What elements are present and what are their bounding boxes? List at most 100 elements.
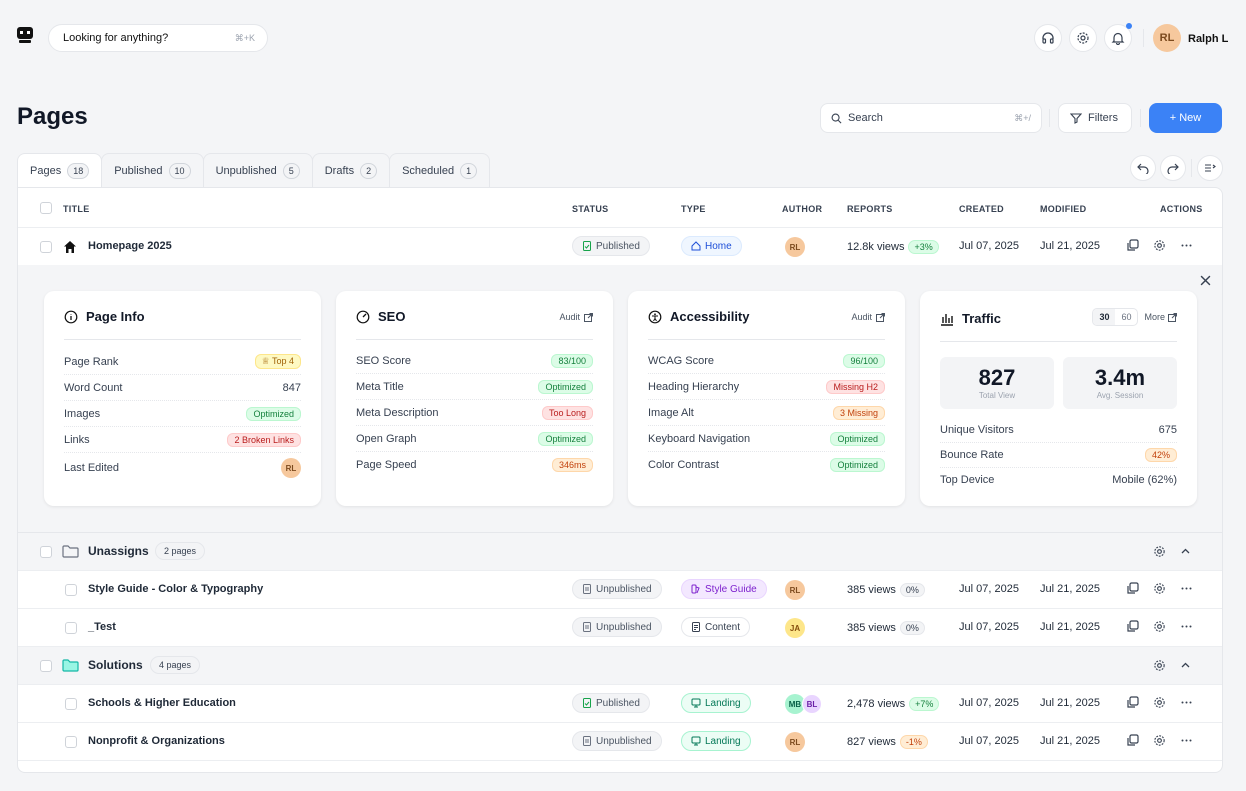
row-checkbox[interactable] xyxy=(65,698,77,710)
traffic-card: Traffic 30 60 More 827 Total View 3.4m Avg… xyxy=(920,291,1197,506)
author-avatar[interactable]: RL xyxy=(785,732,805,752)
col-status[interactable]: STATUS xyxy=(572,204,609,214)
range-60[interactable]: 60 xyxy=(1121,312,1132,322)
pages-search-placeholder: Search xyxy=(848,112,883,124)
search-icon xyxy=(831,113,842,123)
table-row[interactable]: Nonprofit & Organizations Unpublished La… xyxy=(18,723,1222,761)
trend-chip: 0% xyxy=(899,583,925,597)
row-title[interactable]: Nonprofit & Organizations xyxy=(88,735,225,747)
copy-icon[interactable] xyxy=(1126,582,1139,595)
author-avatar[interactable]: MB xyxy=(785,694,805,714)
settings-gear-icon[interactable] xyxy=(1069,24,1097,52)
col-modified[interactable]: MODIFIED xyxy=(1040,204,1087,214)
created-date: Jul 07, 2025 xyxy=(959,697,1019,709)
redo-icon[interactable] xyxy=(1160,155,1186,181)
traffic-more-link[interactable]: More xyxy=(1144,312,1177,322)
tab-drafts[interactable]: Drafts 2 xyxy=(311,153,391,187)
author-avatar[interactable]: JA xyxy=(785,618,805,638)
global-search[interactable]: Looking for anything? ⌘+K xyxy=(48,24,268,52)
filters-button[interactable]: Filters xyxy=(1058,103,1132,133)
user-avatar[interactable]: RL xyxy=(1153,24,1181,52)
chevron-up-icon[interactable] xyxy=(1180,660,1191,671)
robot-logo-icon[interactable] xyxy=(14,24,36,46)
close-icon[interactable] xyxy=(1200,275,1211,286)
group-checkbox[interactable] xyxy=(40,660,52,672)
columns-icon[interactable] xyxy=(1197,155,1223,181)
undo-icon[interactable] xyxy=(1130,155,1156,181)
row-title[interactable]: _Test xyxy=(88,621,116,633)
copy-icon[interactable] xyxy=(1126,696,1139,709)
tab-pages[interactable]: Pages 18 xyxy=(17,153,103,187)
gear-icon[interactable] xyxy=(1153,620,1166,633)
tab-scheduled[interactable]: Scheduled 1 xyxy=(389,153,491,187)
copy-icon[interactable] xyxy=(1126,734,1139,747)
select-all-checkbox[interactable] xyxy=(40,202,52,214)
author-avatar[interactable]: RL xyxy=(785,237,805,257)
avg-session-stat: 3.4m Avg. Session xyxy=(1063,357,1177,409)
row-title[interactable]: Style Guide - Color & Typography xyxy=(88,583,264,595)
gear-icon[interactable] xyxy=(1153,734,1166,747)
more-icon[interactable] xyxy=(1180,620,1193,633)
row-title[interactable]: Schools & Higher Education xyxy=(88,697,236,709)
col-created[interactable]: CREATED xyxy=(959,204,1004,214)
divider xyxy=(1049,109,1050,127)
author-avatar-2[interactable]: BL xyxy=(802,694,822,714)
row-checkbox[interactable] xyxy=(65,584,77,596)
gear-icon[interactable] xyxy=(1153,239,1166,252)
author-avatar[interactable]: RL xyxy=(785,580,805,600)
group-checkbox[interactable] xyxy=(40,546,52,558)
editor-avatar[interactable]: RL xyxy=(281,458,301,478)
seo-audit-link[interactable]: Audit xyxy=(559,312,593,322)
more-label: More xyxy=(1144,312,1165,322)
col-title[interactable]: TITLE xyxy=(63,204,90,214)
tab-published[interactable]: Published 10 xyxy=(101,153,204,187)
table-row[interactable]: Style Guide - Color & Typography Unpubli… xyxy=(18,571,1222,609)
info-label: Images xyxy=(64,407,101,420)
card-title: SEO xyxy=(356,309,405,324)
accessibility-audit-link[interactable]: Audit xyxy=(851,312,885,322)
col-actions: ACTIONS xyxy=(1160,204,1203,214)
col-type[interactable]: TYPE xyxy=(681,204,706,214)
chevron-up-icon[interactable] xyxy=(1180,546,1191,557)
more-icon[interactable] xyxy=(1180,734,1193,747)
total-view-label: Total View xyxy=(978,391,1016,400)
table-row[interactable]: Homepage 2025 Published Home RL 12.8k vi… xyxy=(18,228,1222,266)
modified-date: Jul 21, 2025 xyxy=(1040,583,1100,595)
pages-search-input[interactable]: Search ⌘+/ xyxy=(820,103,1042,133)
report-views: 12.8k views +3% xyxy=(847,240,939,254)
row-actions xyxy=(1126,696,1193,709)
new-page-button[interactable]: + New xyxy=(1149,103,1222,133)
tab-unpublished[interactable]: Unpublished 5 xyxy=(202,153,313,187)
a11y-label: Color Contrast xyxy=(648,459,719,471)
divider xyxy=(1140,109,1141,127)
range-30[interactable]: 30 xyxy=(1093,309,1116,325)
user-name[interactable]: Ralph L xyxy=(1188,33,1229,45)
col-author[interactable]: AUTHOR xyxy=(782,204,823,214)
global-search-placeholder: Looking for anything? xyxy=(63,32,169,44)
group-row-solutions[interactable]: Solutions 4 pages xyxy=(18,647,1222,685)
gear-icon[interactable] xyxy=(1153,582,1166,595)
row-checkbox[interactable] xyxy=(40,241,52,253)
tab-label: Published xyxy=(114,164,163,177)
trend-chip: +7% xyxy=(909,697,940,711)
more-icon[interactable] xyxy=(1180,582,1193,595)
copy-icon[interactable] xyxy=(1126,239,1139,252)
table-row[interactable]: Schools & Higher Education Published Lan… xyxy=(18,685,1222,723)
info-value[interactable]: 2 Broken Links xyxy=(227,432,301,447)
headset-icon[interactable] xyxy=(1034,24,1062,52)
more-icon[interactable] xyxy=(1180,239,1193,252)
row-checkbox[interactable] xyxy=(65,622,77,634)
copy-icon[interactable] xyxy=(1126,620,1139,633)
gear-icon[interactable] xyxy=(1153,696,1166,709)
gear-icon[interactable] xyxy=(1153,545,1166,558)
row-checkbox[interactable] xyxy=(65,736,77,748)
document-icon xyxy=(692,622,700,632)
gear-icon[interactable] xyxy=(1153,659,1166,672)
more-icon[interactable] xyxy=(1180,696,1193,709)
table-row[interactable]: _Test Unpublished Content JA 385 views 0%… xyxy=(18,609,1222,647)
folder-icon xyxy=(62,659,79,672)
col-reports[interactable]: REPORTS xyxy=(847,204,893,214)
report-views: 385 views 0% xyxy=(847,621,925,635)
row-title[interactable]: Homepage 2025 xyxy=(88,240,172,252)
group-row-unassigns[interactable]: Unassigns 2 pages xyxy=(18,533,1222,571)
